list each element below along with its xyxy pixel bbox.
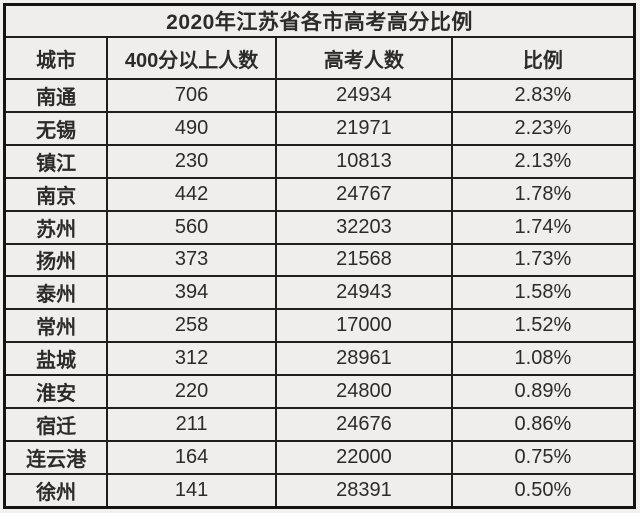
cell-city: 盐城	[3, 341, 109, 377]
table-row-changzhou: 常州 258 17000 1.52%	[3, 308, 636, 344]
cell-above-400: 312	[106, 341, 278, 377]
cell-city: 连云港	[3, 439, 109, 475]
cell-city: 徐州	[3, 472, 109, 509]
cell-total-examinees: 24800	[275, 374, 453, 410]
cell-total-examinees: 28391	[275, 472, 453, 509]
cell-above-400: 258	[106, 308, 278, 344]
cell-ratio: 0.89%	[450, 374, 636, 410]
column-header-total-examinees: 高考人数	[275, 36, 453, 80]
cell-above-400: 230	[106, 143, 278, 179]
cell-city: 常州	[3, 308, 109, 344]
cell-city: 苏州	[3, 209, 109, 245]
table-row-nantong: 南通 706 24934 2.83%	[3, 78, 636, 113]
cell-total-examinees: 17000	[275, 308, 453, 344]
cell-ratio: 1.58%	[450, 275, 636, 311]
table-row-zhenjiang: 镇江 230 10813 2.13%	[3, 143, 636, 179]
cell-above-400: 560	[106, 209, 278, 245]
cell-city: 扬州	[3, 242, 109, 278]
table-row-xuzhou: 徐州 141 28391 0.50%	[3, 472, 636, 509]
table-title-row: 2020年江苏省各市高考高分比例	[3, 3, 636, 38]
table-row-wuxi: 无锡 490 21971 2.23%	[3, 110, 636, 146]
column-header-city: 城市	[3, 36, 109, 80]
cell-total-examinees: 24767	[275, 176, 453, 212]
cell-ratio: 1.08%	[450, 341, 636, 377]
cell-above-400: 490	[106, 110, 278, 146]
cell-total-examinees: 28961	[275, 341, 453, 377]
cell-above-400: 394	[106, 275, 278, 311]
table-row-huaian: 淮安 220 24800 0.89%	[3, 374, 636, 410]
cell-total-examinees: 24676	[275, 407, 453, 442]
cell-above-400: 706	[106, 78, 278, 113]
cell-city: 淮安	[3, 374, 109, 410]
cell-total-examinees: 10813	[275, 143, 453, 179]
cell-city: 宿迁	[3, 407, 109, 442]
cell-ratio: 1.74%	[450, 209, 636, 245]
cell-above-400: 211	[106, 407, 278, 442]
cell-ratio: 1.73%	[450, 242, 636, 278]
cell-total-examinees: 32203	[275, 209, 453, 245]
cell-total-examinees: 22000	[275, 439, 453, 475]
cell-above-400: 164	[106, 439, 278, 475]
cell-city: 南通	[3, 78, 109, 113]
cell-above-400: 442	[106, 176, 278, 212]
table-row-yancheng: 盐城 312 28961 1.08%	[3, 341, 636, 377]
table-header-row: 城市 400分以上人数 高考人数 比例	[3, 36, 636, 80]
cell-city: 泰州	[3, 275, 109, 311]
cell-ratio: 1.78%	[450, 176, 636, 212]
page-title: 2020年江苏省各市高考高分比例	[3, 3, 636, 38]
cell-ratio: 0.86%	[450, 407, 636, 442]
cell-ratio: 2.23%	[450, 110, 636, 146]
column-header-above-400: 400分以上人数	[106, 36, 278, 80]
cell-city: 无锡	[3, 110, 109, 146]
gaokao-ratio-table: 2020年江苏省各市高考高分比例 城市 400分以上人数 高考人数 比例 南通 …	[3, 3, 636, 509]
column-header-ratio: 比例	[450, 36, 636, 80]
table-row-suzhou: 苏州 560 32203 1.74%	[3, 209, 636, 245]
table-row-suqian: 宿迁 211 24676 0.86%	[3, 407, 636, 442]
cell-above-400: 373	[106, 242, 278, 278]
cell-total-examinees: 21568	[275, 242, 453, 278]
cell-ratio: 0.75%	[450, 439, 636, 475]
table-row-yangzhou: 扬州 373 21568 1.73%	[3, 242, 636, 278]
cell-ratio: 1.52%	[450, 308, 636, 344]
cell-city: 南京	[3, 176, 109, 212]
cell-ratio: 2.13%	[450, 143, 636, 179]
cell-total-examinees: 24934	[275, 78, 453, 113]
cell-total-examinees: 24943	[275, 275, 453, 311]
cell-above-400: 141	[106, 472, 278, 509]
table-row-taizhou: 泰州 394 24943 1.58%	[3, 275, 636, 311]
cell-city: 镇江	[3, 143, 109, 179]
cell-total-examinees: 21971	[275, 110, 453, 146]
cell-ratio: 2.83%	[450, 78, 636, 113]
table-row-lianyungang: 连云港 164 22000 0.75%	[3, 439, 636, 475]
cell-above-400: 220	[106, 374, 278, 410]
table-row-nanjing: 南京 442 24767 1.78%	[3, 176, 636, 212]
cell-ratio: 0.50%	[450, 472, 636, 509]
